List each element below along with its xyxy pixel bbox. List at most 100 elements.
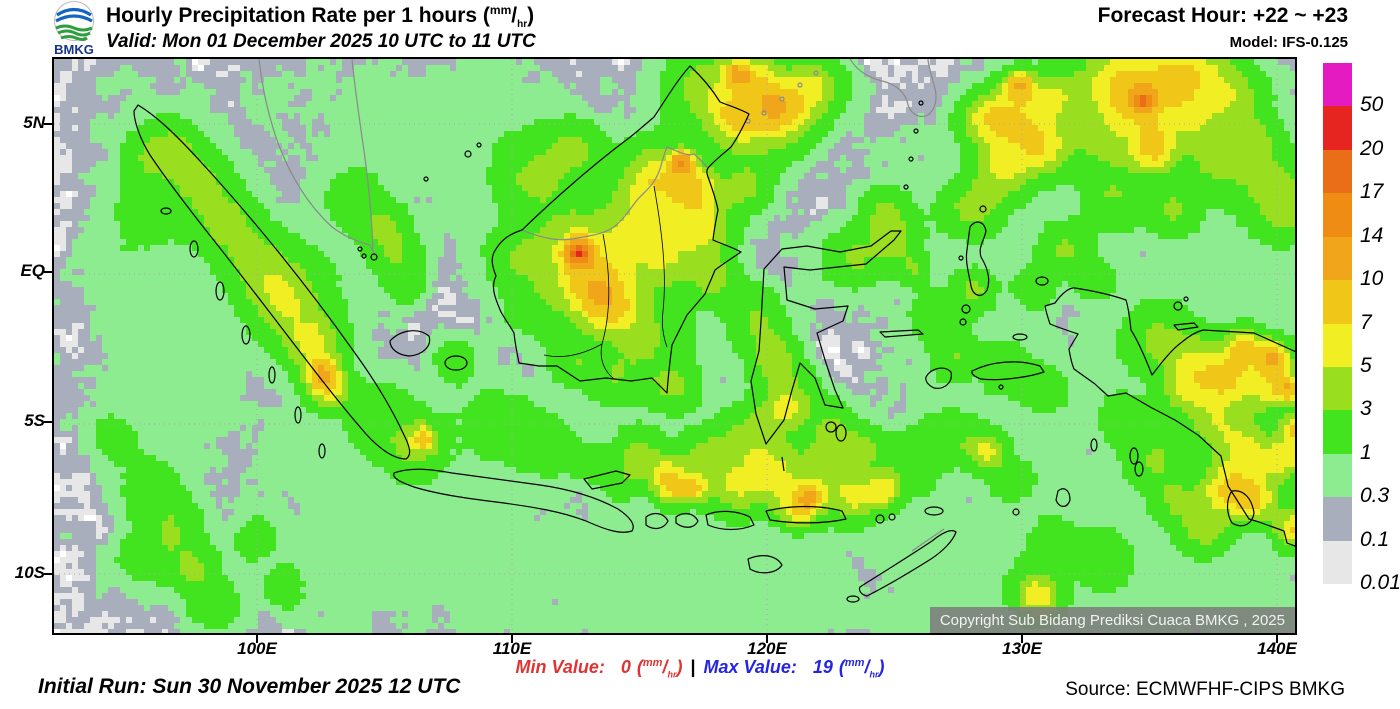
copyright-watermark: Copyright Sub Bidang Prediksi Cuaca BMKG…: [929, 607, 1295, 633]
colorbar-segment: [1323, 497, 1352, 541]
colorbar-tick-label: 50: [1360, 93, 1384, 117]
seram-coast: [971, 361, 1045, 381]
lat-tick-mark: [44, 123, 52, 125]
colorbar-segment: [1323, 63, 1352, 107]
lon-tick-label: 100E: [237, 639, 277, 658]
source-line: Source: ECMWFHF-CIPS BMKG: [1065, 679, 1345, 700]
min-value: 0: [620, 657, 631, 677]
bmkg-logo: BMKG: [54, 1, 94, 57]
colorbar-tick-label: 3: [1360, 397, 1372, 421]
lat-tick-label: 5N: [23, 113, 45, 132]
precip-level-20: [576, 251, 582, 257]
colorbar-segment: [1323, 453, 1352, 498]
colorbar-tick-label: 0.3: [1360, 484, 1390, 508]
unit-mm-per-hr: (mm/hr): [838, 657, 885, 680]
malay-peninsula-coast: [258, 58, 374, 253]
colorbar-segment: [1323, 106, 1352, 150]
lat-tick-label: EQ: [20, 261, 45, 280]
precipitation-map-svg: [54, 58, 1305, 635]
lon-tick-mark: [511, 635, 513, 643]
page-title: Hourly Precipitation Rate per 1 hours (m…: [106, 3, 535, 31]
min-max-stats-line: Min Value: 0 (mm/hr) | Max Value: 19 (mm/hr): [400, 657, 1000, 680]
colorbar-tick-label: 10: [1360, 267, 1384, 291]
logo-text: BMKG: [54, 42, 94, 57]
max-value: 19: [812, 657, 833, 677]
flores-coast: [765, 505, 847, 524]
lon-tick-label: 130E: [1002, 639, 1042, 658]
colorbar: [1323, 63, 1352, 585]
colorbar-segment: [1323, 540, 1352, 585]
sumatra-coast: [133, 104, 411, 460]
bangka-coast: [389, 330, 431, 357]
lon-tick-label: 140E: [1257, 639, 1297, 658]
lon-tick-mark: [1276, 635, 1278, 643]
sumbawa-coast: [705, 510, 755, 531]
tanimbar-coast: [1055, 488, 1071, 507]
mindanao-coast: [849, 58, 937, 118]
valid-time-line: Valid: Mon 01 December 2025 10 UTC to 11…: [106, 31, 536, 52]
colorbar-tick-label: 7: [1360, 310, 1372, 334]
yos-sudarso-coast: [1226, 490, 1255, 527]
initial-run-line: Initial Run: Sun 30 November 2025 12 UTC: [38, 675, 461, 698]
precip-level-5: [264, 59, 1296, 605]
max-value-label: Max Value:: [703, 657, 797, 677]
wetar-coast: [924, 506, 944, 516]
logo-cloud-icon: [55, 7, 93, 23]
yapen-coast: [1173, 322, 1199, 331]
colorbar-segment: [1323, 236, 1352, 281]
lat-tick-label: 5S: [24, 411, 45, 430]
colorbar-tick-label: 20: [1360, 136, 1384, 160]
colorbar-tick-label: 0.1: [1360, 527, 1390, 551]
colorbar-segment: [1323, 323, 1352, 367]
lon-tick-mark: [766, 635, 768, 643]
lon-tick-label: 110E: [492, 639, 532, 658]
colorbar-segment: [1323, 280, 1352, 324]
forecast-hour-label: Forecast Hour: +22 ~ +23: [1097, 4, 1348, 27]
colorbar-segment: [1323, 366, 1352, 411]
bali-coast: [645, 512, 669, 530]
lat-tick-mark: [44, 421, 52, 423]
model-label: Model: IFS-0.125: [1229, 34, 1348, 51]
lon-tick-label: 120E: [747, 639, 787, 658]
unit-mm-per-hr: (mm/hr): [482, 3, 535, 31]
colorbar-labels: 50 20 17 14 10 7 5 3 1 0.3 0.1 0.01: [1360, 63, 1400, 594]
papua-coast: [1044, 287, 1305, 550]
unit-mm-per-hr: (mm/hr): [636, 657, 683, 680]
lon-tick-mark: [1021, 635, 1023, 643]
timor-leste-coast: [911, 528, 945, 552]
lon-tick-mark: [256, 635, 258, 643]
kalimantan-province-borders: [543, 185, 668, 380]
lat-tick-mark: [44, 573, 52, 575]
min-value-group: Min Value: 0 (mm/hr): [515, 657, 683, 680]
colorbar-segment: [1323, 149, 1352, 194]
belitung-coast: [444, 355, 468, 371]
colorbar-segment: [1323, 410, 1352, 454]
borneo-malaysia-border: [521, 146, 709, 241]
sumba-coast: [747, 555, 783, 574]
coastlines-indonesia: [133, 65, 1305, 603]
precip-level-1: [96, 59, 1296, 629]
max-value-group: Max Value: 19 (mm/hr): [703, 657, 885, 680]
kalimantan-coast: [491, 65, 750, 394]
stats-separator: |: [690, 657, 696, 677]
precipitation-map-panel: Copyright Sub Bidang Prediksi Cuaca BMKG…: [52, 57, 1305, 635]
colorbar-segment: [1323, 193, 1352, 237]
colorbar-tick-label: 14: [1360, 223, 1384, 247]
sulawesi-coast: [750, 230, 902, 445]
min-value-label: Min Value:: [515, 657, 605, 677]
colorbar-tick-label: 1: [1360, 440, 1372, 464]
timor-coast: [858, 529, 957, 597]
colorbar-tick-label: 17: [1360, 180, 1384, 204]
lat-tick-mark: [44, 271, 52, 273]
sula-coast: [879, 329, 924, 338]
halmahera-coast: [965, 221, 990, 296]
graticule-grid: [54, 59, 1295, 633]
madura-coast: [583, 470, 631, 490]
java-coast: [393, 468, 634, 533]
colorbar-tick-label: 0.01: [1360, 571, 1400, 595]
buru-coast: [925, 367, 952, 389]
colorbar-tick-label: 5: [1360, 353, 1372, 377]
precipitation-field: [54, 59, 1296, 635]
lombok-coast: [675, 512, 699, 528]
